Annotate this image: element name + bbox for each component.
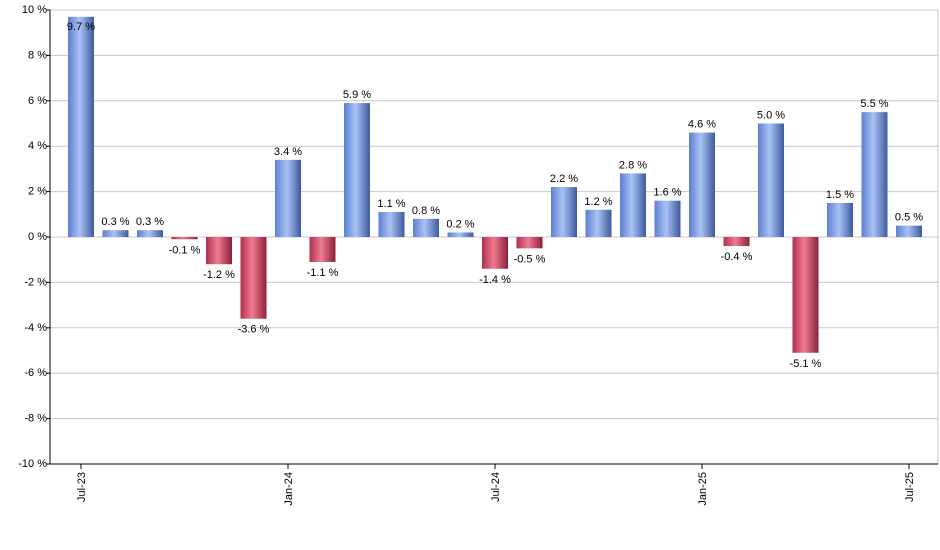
- x-tick-label: Jul-23: [76, 472, 88, 502]
- bar: [68, 16, 94, 238]
- data-label: 5.5 %: [860, 98, 888, 110]
- bar: [861, 112, 888, 237]
- bar: [792, 237, 819, 353]
- bar: [378, 212, 405, 237]
- data-label: 2.2 %: [550, 173, 578, 185]
- data-label: 1.2 %: [584, 196, 612, 208]
- bar: [171, 237, 198, 240]
- bar: [102, 230, 129, 237]
- x-tick-label: Jan-25: [697, 472, 709, 506]
- y-tick-label: -4 %: [24, 322, 47, 334]
- bar: [689, 132, 715, 237]
- y-tick-label: 4 %: [28, 140, 47, 152]
- x-tick-label: Jan-24: [283, 472, 295, 506]
- data-label: -0.1 %: [169, 244, 201, 256]
- data-label: 1.6 %: [653, 187, 681, 199]
- data-label: 5.0 %: [757, 110, 785, 122]
- y-tick-label: 6 %: [28, 95, 47, 107]
- y-tick-label: -6 %: [24, 367, 47, 379]
- data-label: -5.1 %: [790, 358, 822, 370]
- data-label: 3.4 %: [274, 146, 302, 158]
- bar: [344, 103, 370, 237]
- bar: [551, 187, 577, 237]
- data-label: 1.5 %: [826, 189, 854, 201]
- data-label: -0.5 %: [514, 253, 546, 265]
- bars: [68, 16, 922, 353]
- bar: [206, 237, 232, 265]
- bar: [758, 123, 784, 237]
- y-tick-label: 0 %: [28, 231, 47, 243]
- x-tick-label: Jul-25: [904, 472, 916, 502]
- data-label: 0.3 %: [101, 216, 129, 228]
- axes: -10 % -8 % -6 % -4 % -2 % 0 % 2 % 4 % 6 % 8 % 10 %…: [18, 4, 938, 506]
- data-label: -1.2 %: [203, 269, 235, 281]
- y-tick-label: -10 %: [18, 458, 47, 470]
- data-label: 9.7 %: [67, 21, 95, 33]
- data-label: -1.4 %: [479, 274, 511, 286]
- data-label: 0.8 %: [412, 205, 440, 217]
- data-label: 0.3 %: [136, 216, 164, 228]
- data-label: 0.2 %: [446, 218, 474, 230]
- data-label: 1.1 %: [377, 198, 405, 210]
- data-label: -1.1 %: [307, 267, 339, 279]
- data-label: 2.8 %: [619, 159, 647, 171]
- bar: [896, 225, 922, 237]
- data-labels: 9.7 % 0.3 % 0.3 % -0.1 % -1.2 % -3.6 % 3.4 % -1…: [67, 21, 923, 370]
- data-label: 4.6 %: [688, 119, 716, 131]
- data-label: -3.6 %: [238, 324, 270, 336]
- data-label: 0.5 %: [895, 212, 923, 224]
- y-tick-label: -8 %: [24, 413, 47, 425]
- bar: [309, 237, 336, 262]
- y-tick-label: 8 %: [28, 49, 47, 61]
- bar: [275, 159, 301, 237]
- y-tick-label: 10 %: [22, 4, 47, 16]
- bar: [240, 237, 267, 319]
- x-tick-label: Jul-24: [490, 472, 502, 502]
- bar: [654, 200, 681, 237]
- bar: [620, 173, 646, 237]
- y-tick-label: 2 %: [28, 186, 47, 198]
- bar: [413, 218, 439, 237]
- bar: [482, 237, 508, 269]
- bar: [516, 237, 543, 249]
- bar: [723, 237, 750, 247]
- bar: [137, 230, 163, 237]
- bar: [827, 202, 853, 237]
- y-tick-label: -2 %: [24, 276, 47, 288]
- bar: [585, 209, 612, 237]
- bar: [447, 232, 474, 237]
- data-label: 5.9 %: [343, 89, 371, 101]
- data-label: -0.4 %: [721, 251, 753, 263]
